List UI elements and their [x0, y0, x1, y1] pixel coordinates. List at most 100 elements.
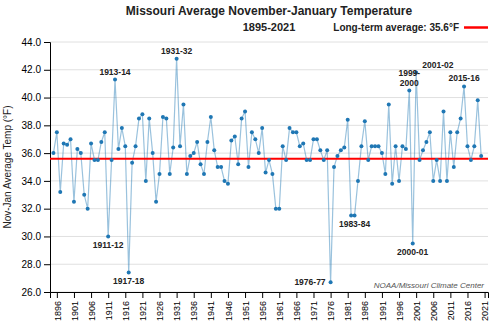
y-tick-mark: [44, 181, 50, 182]
data-point: [96, 158, 100, 162]
y-tick-mark: [44, 292, 50, 293]
y-tick-label: 34.0: [22, 176, 42, 187]
annotation: 2000-01: [397, 247, 428, 257]
y-tick-label: 30.0: [22, 231, 42, 242]
data-point: [202, 172, 206, 176]
x-tick-mark: [142, 292, 143, 298]
data-point: [305, 158, 309, 162]
x-tick-mark: [91, 292, 92, 298]
data-point: [308, 158, 312, 162]
x-tick-mark: [399, 292, 400, 298]
x-tick-mark: [331, 292, 332, 298]
data-point: [363, 119, 367, 123]
y-tick-mark: [44, 70, 50, 71]
y-tick-mark: [44, 264, 50, 265]
y-tick-label: 36.0: [22, 148, 42, 159]
data-point: [455, 130, 459, 134]
x-tick-label: 1901: [70, 301, 80, 321]
data-point: [55, 130, 59, 134]
grid-line: [50, 236, 488, 237]
data-point: [472, 144, 476, 148]
x-tick: 1976: [326, 292, 336, 321]
x-tick-mark: [485, 292, 486, 298]
data-point: [161, 115, 165, 119]
data-point: [329, 280, 333, 284]
y-tick-label: 32.0: [22, 203, 42, 214]
annotations: NOAA/Missouri Climate Center1913-141911-…: [93, 46, 485, 290]
data-point: [116, 147, 120, 151]
data-point: [428, 130, 432, 134]
data-point: [192, 151, 196, 155]
x-tick: 1946: [224, 292, 234, 321]
y-tick: 26.0: [22, 287, 50, 298]
plot-area: 1896190119061911191619211926193119361941…: [2, 37, 490, 321]
x-tick: 1991: [378, 292, 388, 321]
data-point: [435, 158, 439, 162]
x-tick-label: 2001: [412, 301, 422, 321]
grid: [50, 42, 488, 292]
annotation-line: 2015-16: [448, 73, 479, 83]
y-tick: 44.0: [22, 37, 50, 48]
x-tick: 1921: [138, 292, 148, 321]
x-tick-label: 1986: [360, 301, 370, 321]
annotation-line: 2000: [400, 78, 419, 88]
data-point: [380, 151, 384, 155]
title: Missouri Average November-January Temper…: [126, 4, 413, 18]
x-tick-mark: [382, 292, 383, 298]
annotation: 1999-2000: [398, 68, 420, 88]
data-point: [452, 165, 456, 169]
data-point: [212, 148, 216, 152]
data-point: [359, 144, 363, 148]
data-point: [113, 78, 117, 82]
x-tick-label: 1906: [87, 301, 97, 321]
x-tick-label: 1961: [275, 301, 285, 321]
data-point: [154, 200, 158, 204]
x-tick: 1941: [206, 292, 216, 321]
x-tick-label: 1976: [326, 301, 336, 321]
y-tick-mark: [44, 42, 50, 43]
y-tick-label: 38.0: [22, 120, 42, 131]
data-point: [318, 148, 322, 152]
x-tick: 1971: [309, 292, 319, 321]
data-point: [181, 103, 185, 107]
data-point: [171, 146, 175, 150]
y-tick-label: 40.0: [22, 92, 42, 103]
annotation-line: 1976-77: [294, 277, 325, 287]
y-tick: 30.0: [22, 231, 50, 242]
annotation-line: 1983-84: [339, 219, 370, 229]
data-point: [58, 190, 62, 194]
x-tick: 2021: [480, 292, 490, 321]
x-tick-label: 2021: [480, 301, 490, 321]
data-point: [469, 158, 473, 162]
x-tick-mark: [160, 292, 161, 298]
grid-line: [50, 42, 488, 43]
data-point: [92, 158, 96, 162]
data-point: [246, 165, 250, 169]
data-point: [123, 144, 127, 148]
x-tick-label: 1991: [378, 301, 388, 321]
data-point: [284, 158, 288, 162]
data-point: [424, 140, 428, 144]
data-point: [89, 141, 93, 145]
data-point: [366, 158, 370, 162]
y-tick-mark: [44, 125, 50, 126]
data-point: [301, 141, 305, 145]
data-point: [448, 130, 452, 134]
data-point: [62, 141, 66, 145]
x-tick-label: 1936: [189, 301, 199, 321]
x-tick-label: 1911: [104, 301, 114, 320]
data-point: [445, 179, 449, 183]
data-point: [298, 144, 302, 148]
x-tick: 1906: [87, 292, 97, 321]
subtitle: 1895-2021: [243, 21, 296, 33]
data-point: [349, 214, 353, 218]
data-point: [144, 179, 148, 183]
data-point: [134, 144, 138, 148]
grid-line: [50, 125, 488, 126]
data-point: [106, 234, 110, 238]
data-point: [370, 144, 374, 148]
y-tick: 34.0: [22, 176, 50, 187]
x-tick-mark: [211, 292, 212, 298]
annotation-line: 1999-: [398, 68, 420, 78]
x-tick-mark: [313, 292, 314, 298]
